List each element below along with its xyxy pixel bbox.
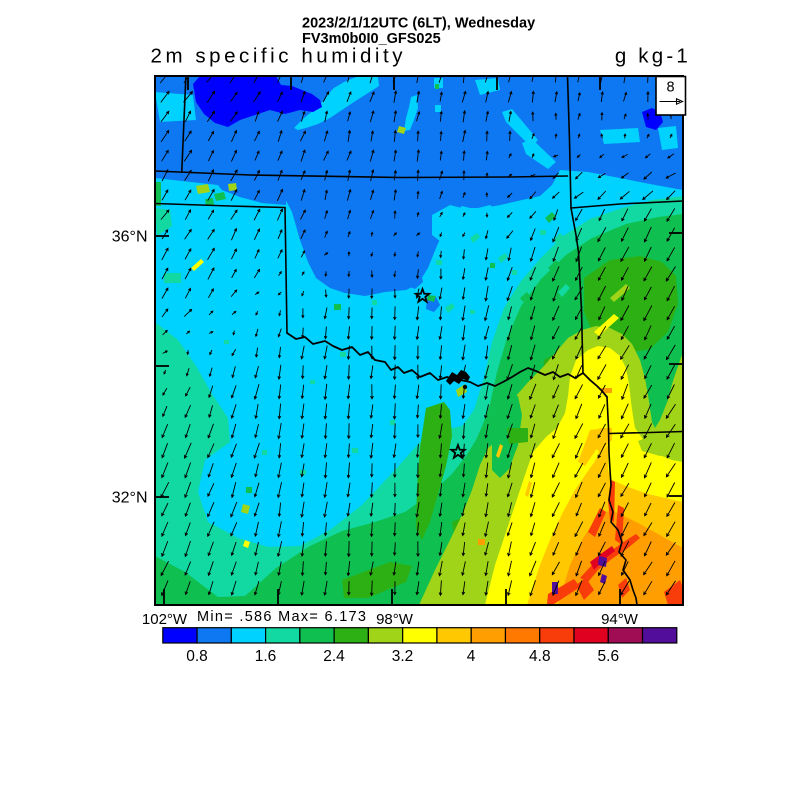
svg-text:1.6: 1.6 [255,648,277,665]
svg-text:FV3m0b0I0_GFS025: FV3m0b0I0_GFS025 [302,31,441,47]
svg-text:2m specific humidity: 2m specific humidity [151,45,407,68]
svg-text:2023/2/1/12UTC (6LT), Wednesda: 2023/2/1/12UTC (6LT), Wednesday [302,16,535,32]
svg-text:36°N: 36°N [112,229,148,246]
svg-text:102°W: 102°W [142,611,188,628]
svg-text:4.8: 4.8 [529,648,551,665]
svg-text:94°W: 94°W [601,611,639,628]
svg-text:Min= .586 Max= 6.173: Min= .586 Max= 6.173 [197,609,367,625]
svg-text:2.4: 2.4 [323,648,345,665]
svg-text:0.8: 0.8 [186,648,208,665]
svg-text:98°W: 98°W [376,611,414,628]
svg-text:5.6: 5.6 [598,648,620,665]
svg-text:32°N: 32°N [112,490,148,507]
svg-text:3.2: 3.2 [392,648,414,665]
svg-text:g kg-1: g kg-1 [615,45,691,68]
svg-text:8: 8 [666,80,674,96]
svg-text:4: 4 [467,648,476,665]
